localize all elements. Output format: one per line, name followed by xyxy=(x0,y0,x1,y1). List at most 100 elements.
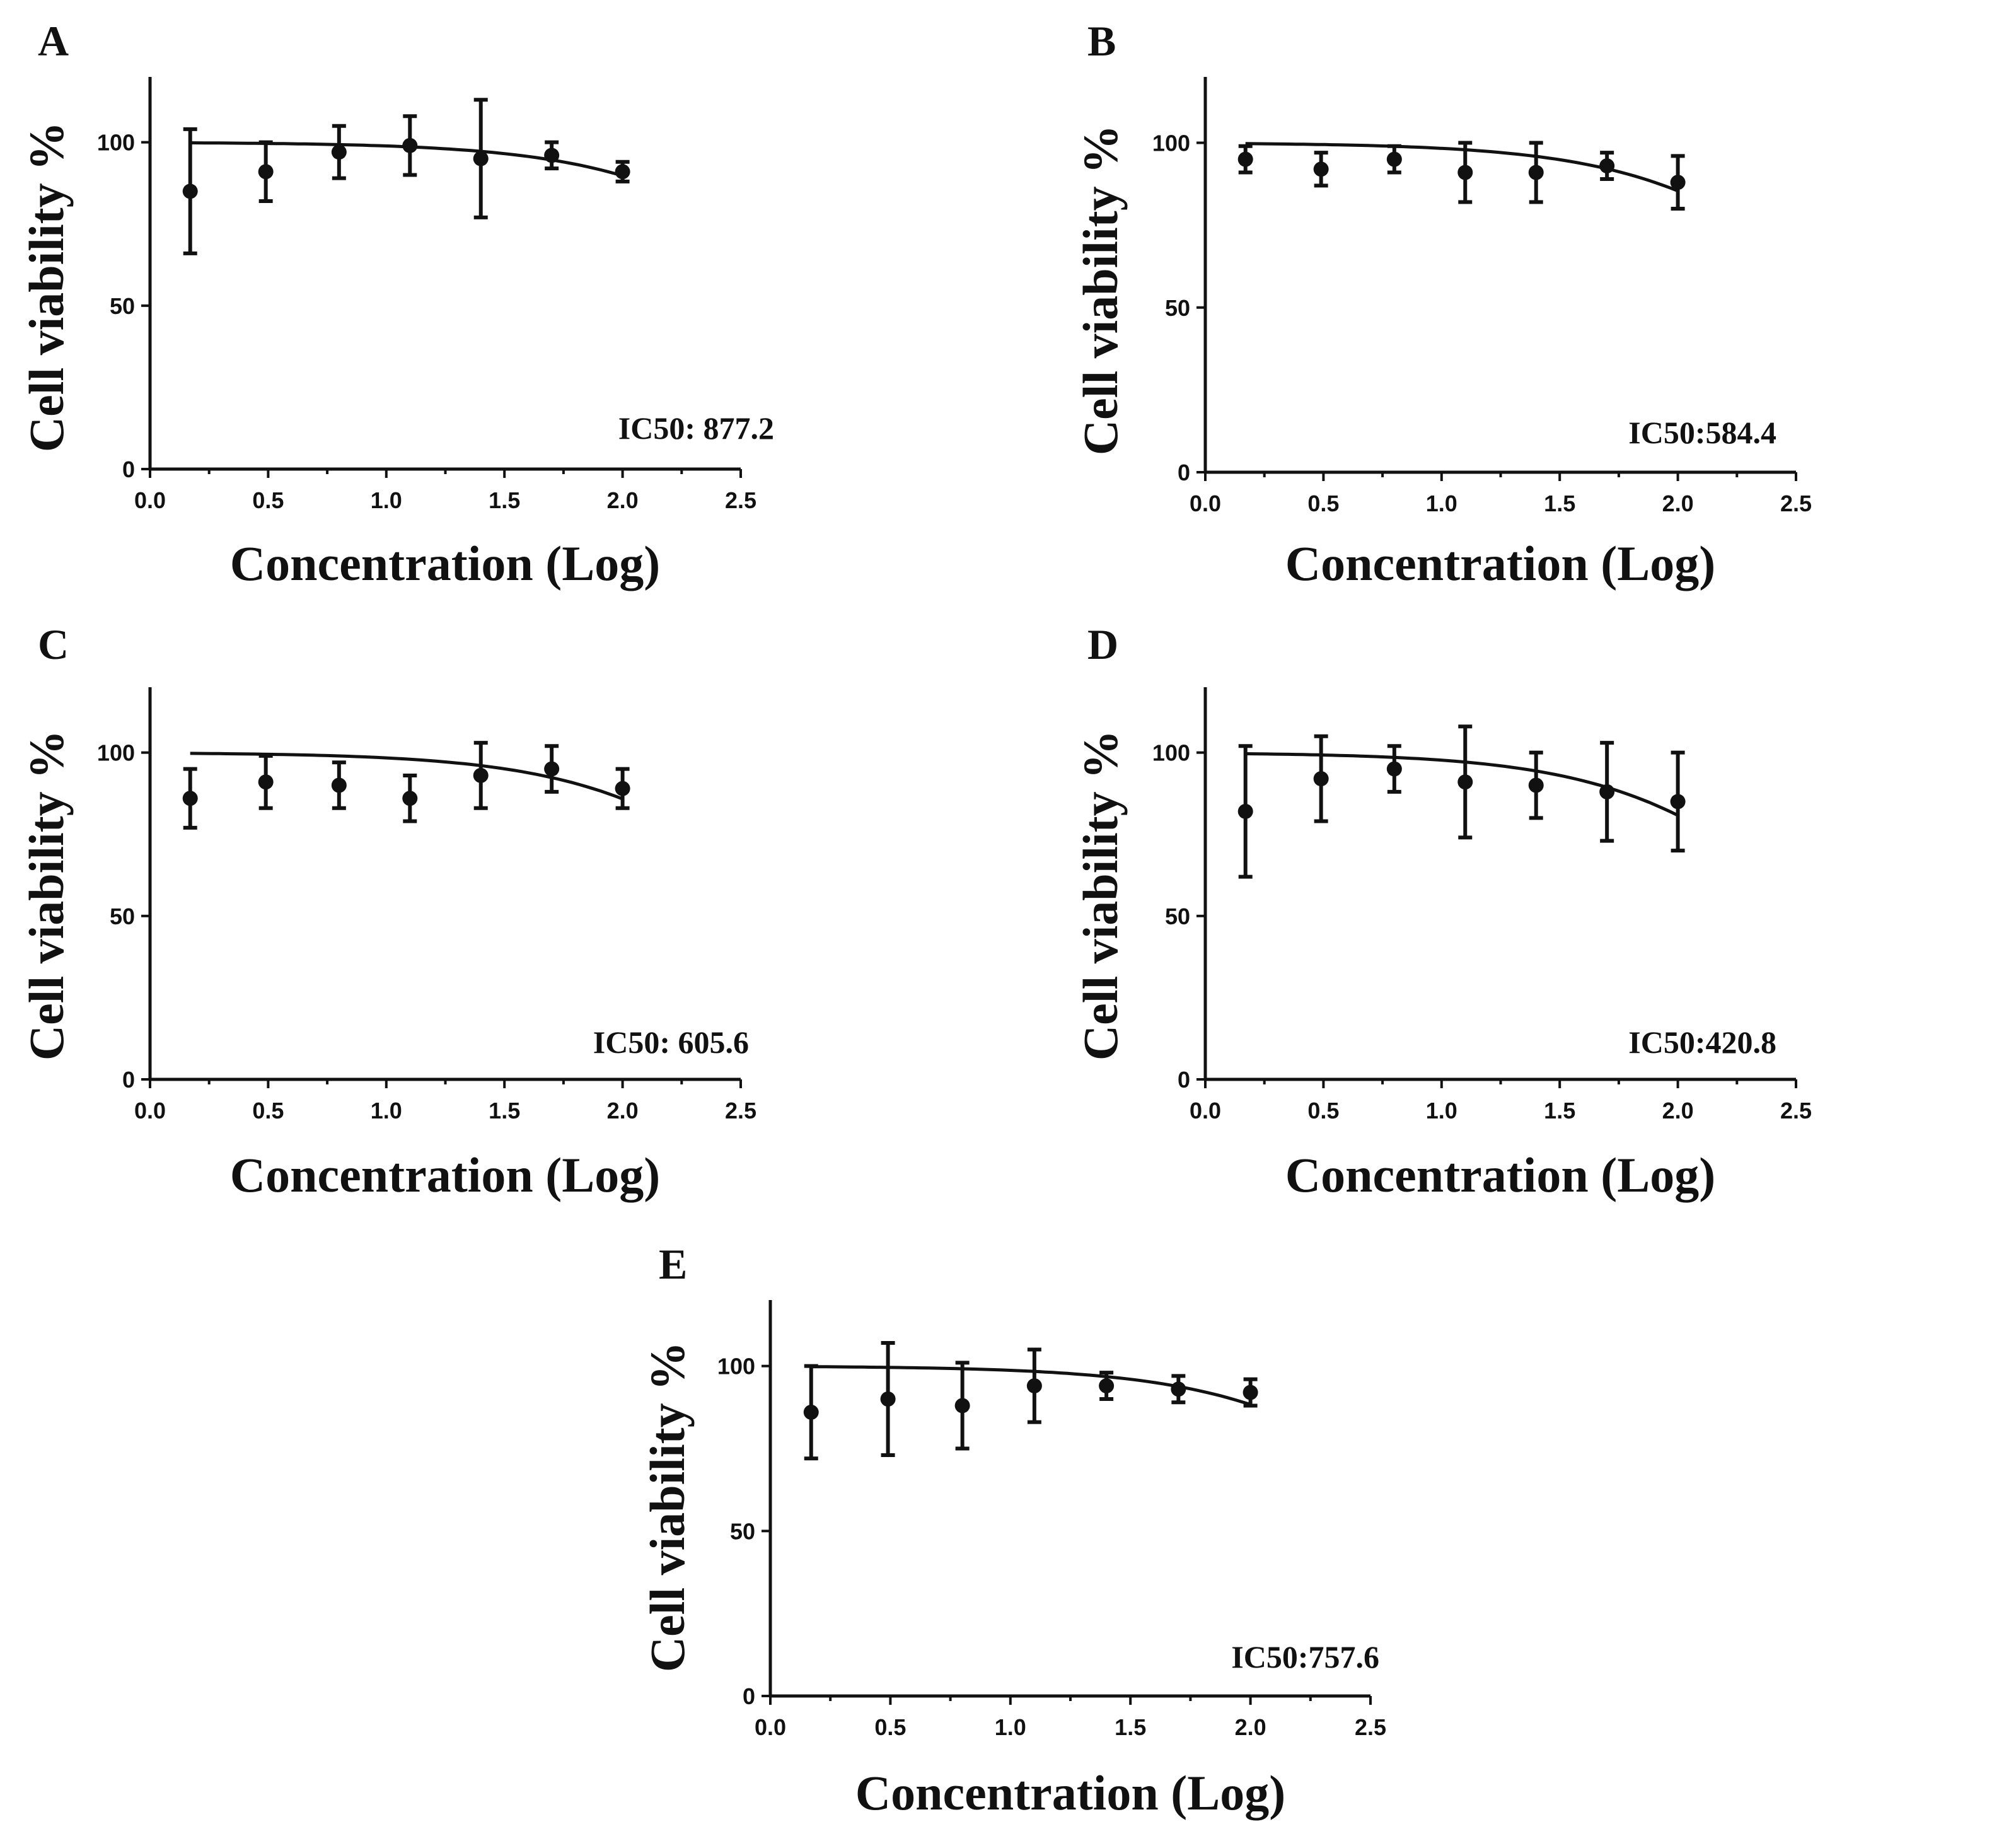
data-point xyxy=(1599,784,1615,799)
x-tick-label: 0.0 xyxy=(134,487,166,513)
data-point-group xyxy=(1528,750,1544,820)
y-axis-title: Cell viability % xyxy=(19,122,74,452)
data-point-group xyxy=(615,160,630,183)
data-point-group xyxy=(1313,151,1329,188)
data-point xyxy=(1243,1385,1258,1400)
y-tick-label: 50 xyxy=(730,1518,755,1544)
data-point xyxy=(258,774,274,790)
x-axis-title: Concentration (Log) xyxy=(855,1765,1285,1820)
data-point-group xyxy=(1243,1377,1258,1408)
x-tick-label: 1.5 xyxy=(489,1098,520,1124)
data-point-group xyxy=(473,741,489,810)
y-tick-label: 100 xyxy=(717,1354,755,1379)
data-point-group xyxy=(803,1364,819,1461)
data-point xyxy=(402,791,418,806)
panel-letter: B xyxy=(1087,17,1116,65)
x-tick-label: 0.0 xyxy=(1190,1098,1221,1124)
x-tick-label: 0.0 xyxy=(755,1714,786,1740)
data-point xyxy=(258,164,274,180)
data-point-group xyxy=(544,140,560,171)
data-point xyxy=(544,148,560,163)
y-axis-title: Cell viability % xyxy=(1073,730,1128,1060)
data-point-group xyxy=(1670,154,1686,211)
data-point xyxy=(954,1398,970,1414)
data-point xyxy=(182,183,198,199)
y-tick-label: 50 xyxy=(1165,295,1190,321)
panel-D: D 0.0 0.5 1.0 1.5 2.0 2.5 0 50 100 Concentration (… xyxy=(1073,620,1812,1202)
data-point-group xyxy=(1099,1371,1115,1401)
x-tick-label: 0.0 xyxy=(134,1098,166,1124)
data-point-group xyxy=(880,1341,896,1457)
data-point-group xyxy=(182,767,198,830)
x-tick-label: 1.5 xyxy=(1544,491,1575,516)
x-tick-label: 2.5 xyxy=(1780,491,1812,516)
data-point xyxy=(1528,165,1544,180)
x-tick-label: 2.0 xyxy=(607,1098,639,1124)
data-point xyxy=(1313,161,1329,177)
data-point xyxy=(803,1404,819,1420)
y-tick-label: 100 xyxy=(97,130,135,156)
data-point xyxy=(1237,151,1253,167)
panel-letter: E xyxy=(659,1240,687,1288)
y-tick-label: 100 xyxy=(97,740,135,766)
y-tick-label: 100 xyxy=(1152,131,1190,156)
x-tick-label: 2.0 xyxy=(1662,491,1694,516)
x-axis-title: Concentration (Log) xyxy=(1285,536,1715,591)
x-tick-label: 0.5 xyxy=(252,1098,284,1124)
ic50-annotation: IC50:420.8 xyxy=(1628,1025,1776,1060)
data-point xyxy=(880,1391,896,1407)
data-point-group xyxy=(473,98,489,219)
data-point-group xyxy=(1670,750,1686,853)
data-point-group xyxy=(544,744,560,794)
x-tick-label: 2.5 xyxy=(725,1098,756,1124)
data-point xyxy=(1171,1381,1186,1397)
data-point-group xyxy=(258,140,274,203)
data-point-group xyxy=(331,760,347,810)
data-point xyxy=(473,151,489,166)
panel-B: B 0.0 0.5 1.0 1.5 2.0 2.5 0 50 100 Concentration (… xyxy=(1073,17,1812,591)
data-point xyxy=(615,781,630,796)
data-point xyxy=(1599,158,1615,174)
x-tick-label: 2.5 xyxy=(1780,1098,1812,1124)
data-point-group xyxy=(1313,734,1329,823)
data-point-group xyxy=(1237,144,1253,175)
x-tick-label: 1.0 xyxy=(371,487,402,513)
x-tick-label: 2.0 xyxy=(1662,1098,1694,1124)
data-point xyxy=(1237,803,1253,819)
data-point xyxy=(473,767,489,783)
data-point xyxy=(1457,165,1473,180)
panel-letter: D xyxy=(1087,620,1118,668)
data-point xyxy=(1670,794,1686,810)
x-tick-label: 2.0 xyxy=(1235,1714,1266,1740)
y-axis-title: Cell viability % xyxy=(640,1342,695,1672)
x-tick-label: 2.0 xyxy=(607,487,639,513)
panel-E: E 0.0 0.5 1.0 1.5 2.0 2.5 0 50 100 Concentration (… xyxy=(640,1240,1386,1820)
x-tick-label: 0.5 xyxy=(1307,491,1339,516)
data-point-group xyxy=(1528,141,1544,204)
data-point-group xyxy=(1599,741,1615,843)
x-axis-title: Concentration (Log) xyxy=(230,1147,660,1202)
x-tick-label: 0.5 xyxy=(252,487,284,513)
data-point xyxy=(331,777,347,793)
ic50-annotation: IC50: 605.6 xyxy=(593,1025,749,1060)
data-point xyxy=(1386,761,1402,777)
ic50-annotation: IC50:757.6 xyxy=(1231,1639,1379,1675)
y-tick-label: 0 xyxy=(1178,460,1190,485)
y-tick-label: 0 xyxy=(122,1067,135,1093)
y-axis-title: Cell viability % xyxy=(19,730,74,1060)
data-point-group xyxy=(1457,724,1473,840)
x-tick-label: 1.5 xyxy=(489,487,520,513)
panel-letter: C xyxy=(38,620,69,668)
data-point xyxy=(402,137,418,153)
data-point-group xyxy=(1237,744,1253,879)
x-tick-label: 0.5 xyxy=(1307,1098,1339,1124)
data-point xyxy=(1386,151,1402,167)
x-tick-label: 0.0 xyxy=(1190,491,1221,516)
x-tick-label: 1.0 xyxy=(371,1098,402,1124)
data-point xyxy=(1528,777,1544,793)
data-point xyxy=(182,791,198,806)
y-axis-title: Cell viability % xyxy=(1073,125,1128,455)
data-point-group xyxy=(402,773,418,823)
data-point-group xyxy=(402,114,418,177)
